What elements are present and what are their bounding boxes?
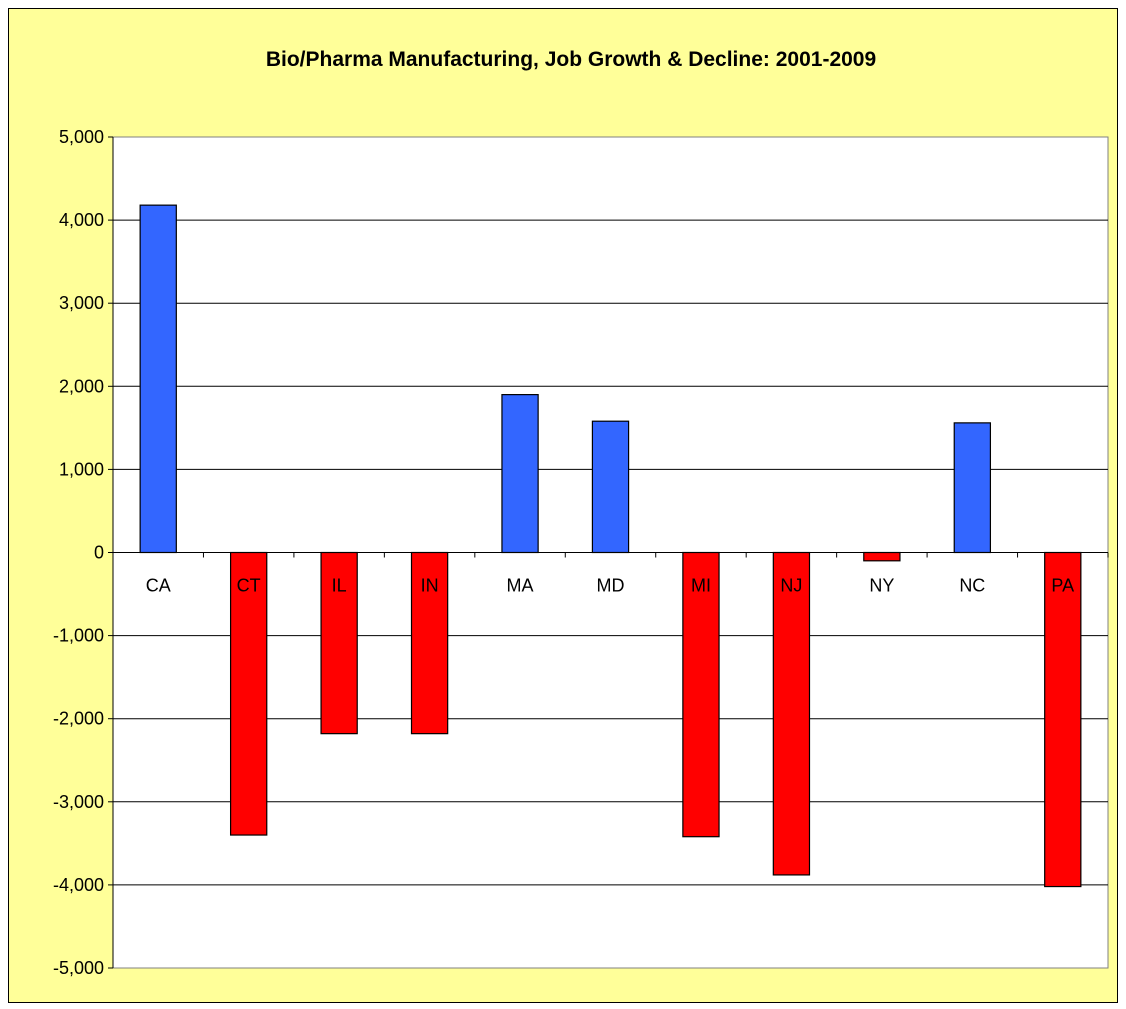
y-tick-label: -1,000 bbox=[53, 626, 104, 646]
chart-area: Bio/Pharma Manufacturing, Job Growth & D… bbox=[8, 8, 1118, 1003]
x-axis: CA CT IL IN MA MD MI NJ NY NC PA bbox=[112, 552, 1109, 596]
bar-pa bbox=[1044, 551, 1082, 888]
y-tick-label: -2,000 bbox=[53, 709, 104, 729]
x-tick-label: IN bbox=[421, 576, 439, 596]
x-tick-label: IL bbox=[332, 576, 347, 596]
bar-ct bbox=[229, 551, 268, 836]
y-axis: 5,000 4,000 3,000 2,000 1,000 0 -1,000 -2,000 -3… bbox=[53, 127, 114, 978]
x-tick-label: MA bbox=[507, 576, 534, 596]
y-tick-label: 0 bbox=[94, 543, 104, 563]
x-tick-label: CT bbox=[237, 576, 261, 596]
y-tick-label: -5,000 bbox=[53, 958, 104, 978]
x-tick-label: NY bbox=[869, 576, 894, 596]
bar-nj bbox=[772, 551, 811, 876]
bar-nc bbox=[953, 422, 992, 554]
x-tick-label: NC bbox=[959, 576, 985, 596]
chart-title: Bio/Pharma Manufacturing, Job Growth & D… bbox=[266, 48, 876, 71]
y-tick-label: 4,000 bbox=[59, 210, 104, 230]
bars bbox=[139, 204, 1082, 888]
bar-in bbox=[410, 551, 449, 735]
y-tick-label: 2,000 bbox=[59, 376, 104, 396]
x-tick-label: NJ bbox=[780, 576, 802, 596]
y-tick-label: -3,000 bbox=[53, 792, 104, 812]
y-tick-label: 3,000 bbox=[59, 293, 104, 313]
x-tick-label: PA bbox=[1051, 576, 1074, 596]
gridlines bbox=[113, 219, 1108, 886]
y-tick-label: 5,000 bbox=[59, 127, 104, 147]
bar-mi bbox=[682, 551, 720, 838]
y-tick-label: 1,000 bbox=[59, 459, 104, 479]
bar-md bbox=[591, 420, 630, 554]
bar-chart: Bio/Pharma Manufacturing, Job Growth & D… bbox=[53, 48, 1109, 978]
x-tick-label: MD bbox=[597, 576, 625, 596]
y-tick-label: -4,000 bbox=[53, 875, 104, 895]
bar-ma bbox=[501, 394, 539, 554]
x-tick-label: CA bbox=[146, 576, 171, 596]
bar-ny bbox=[863, 551, 901, 562]
x-tick-label: MI bbox=[691, 576, 711, 596]
bar-ca bbox=[139, 204, 177, 554]
bar-il bbox=[320, 551, 358, 735]
